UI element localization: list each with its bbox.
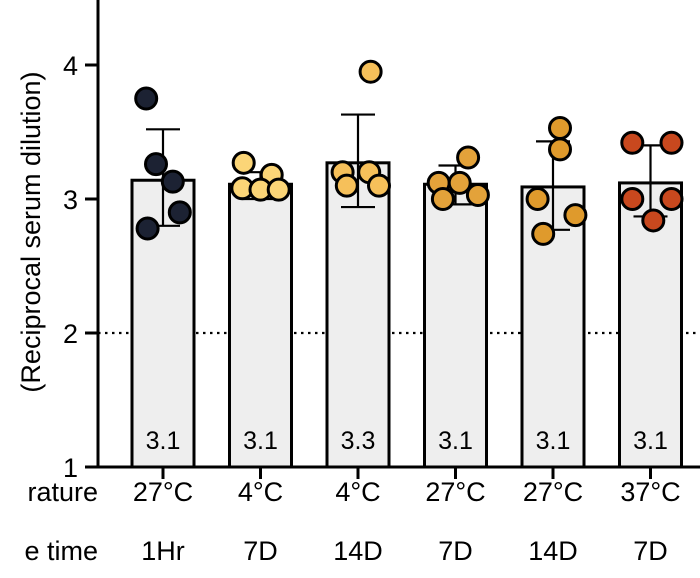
x-tick-label-time: 7D	[438, 536, 473, 566]
x-tick-label-time: 14D	[528, 536, 578, 566]
y-tick-label: 3	[63, 185, 78, 215]
y-tick-label: 2	[63, 319, 78, 349]
bar-value-label: 3.1	[633, 427, 668, 455]
x-tick-label-temperature: 37°C	[620, 477, 680, 507]
data-point	[659, 187, 684, 211]
data-point	[134, 86, 159, 111]
x-tick-label-time: 14D	[333, 536, 383, 566]
bar-group: 3.1 27°C 14D	[520, 115, 588, 566]
bar	[325, 161, 391, 469]
data-point	[367, 173, 391, 198]
x-tick-label-time: 7D	[243, 536, 278, 566]
data-point	[563, 203, 588, 228]
x-tick-label-time: 7D	[633, 536, 668, 566]
bar	[228, 182, 293, 469]
bar-value-label: 3.1	[146, 427, 181, 455]
data-point	[659, 130, 684, 155]
data-point	[465, 182, 490, 207]
data-point	[620, 187, 645, 211]
data-point	[525, 187, 550, 211]
data-point	[160, 169, 185, 194]
data-point	[548, 115, 572, 140]
bar-group: 3.1 37°C 7D	[618, 130, 684, 566]
bar-group: 3.1 4°C 7D	[228, 150, 293, 566]
y-axis-label: (Reciprocal serum dilution)	[16, 71, 46, 392]
bar-group: 3.1 27°C 7D	[423, 145, 490, 566]
data-point	[641, 208, 666, 233]
plot-area: 3.1 27°C 1Hr 3.1 4°C 7D 3.3 4°C 14D 3.1 27°C 7D 3.1 2…	[63, 0, 700, 566]
data-point	[620, 130, 645, 155]
data-point	[167, 200, 192, 225]
bar	[423, 182, 488, 469]
bar-group: 3.3 4°C 14D	[325, 59, 391, 566]
row-label-temperature: rature	[27, 477, 98, 507]
data-point	[135, 216, 160, 241]
x-tick-label-time: 1Hr	[141, 536, 185, 566]
data-point	[231, 150, 256, 175]
x-tick-label-temperature: 27°C	[523, 477, 583, 507]
data-point	[334, 173, 359, 198]
data-point	[430, 187, 455, 211]
data-point	[447, 170, 472, 195]
data-point	[266, 177, 291, 202]
bar-value-label: 3.3	[341, 427, 376, 455]
bar-value-label: 3.1	[536, 427, 571, 455]
x-tick-label-temperature: 4°C	[335, 477, 380, 507]
bar-value-label: 3.1	[243, 427, 278, 455]
row-label-storage-time: e time	[24, 536, 98, 566]
bar-group: 3.1 27°C 1Hr	[130, 86, 196, 566]
bar-value-label: 3.1	[438, 427, 473, 455]
data-point	[358, 59, 383, 84]
x-tick-label-temperature: 27°C	[133, 477, 193, 507]
data-point	[144, 152, 168, 177]
data-point	[548, 137, 572, 162]
data-point	[456, 145, 481, 170]
y-tick-label: 1	[63, 453, 78, 483]
x-tick-label-temperature: 27°C	[425, 477, 485, 507]
y-tick-label: 4	[63, 51, 78, 81]
x-tick-label-temperature: 4°C	[238, 477, 283, 507]
data-point	[531, 221, 556, 246]
